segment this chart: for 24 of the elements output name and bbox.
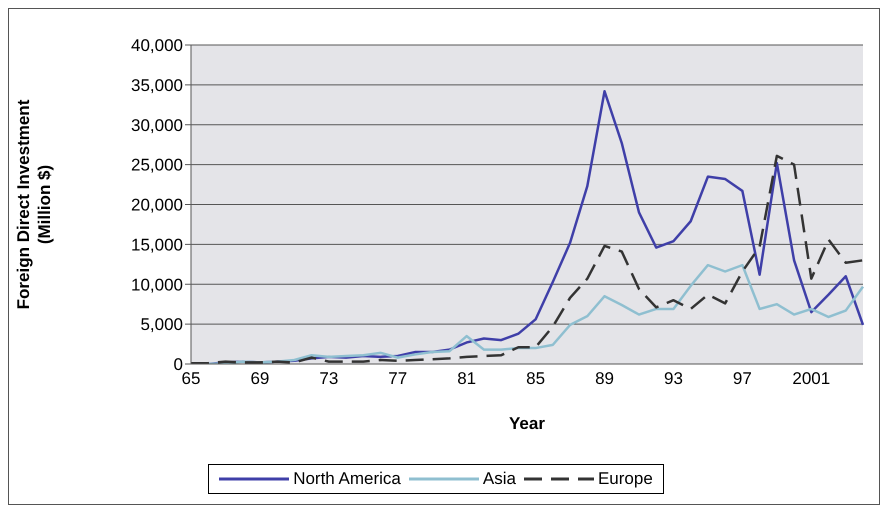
x-tick-label: 2001 <box>792 369 830 388</box>
y-tick-label: 10,000 <box>131 275 183 294</box>
y-tick-label: 20,000 <box>131 196 183 215</box>
x-tick-label: 73 <box>319 369 338 388</box>
x-tick-label: 93 <box>664 369 683 388</box>
x-tick-label: 89 <box>595 369 614 388</box>
x-tick-label: 97 <box>732 369 752 388</box>
y-tick-label: 40,000 <box>131 36 183 56</box>
legend-label: Asia <box>482 469 516 489</box>
y-tick-label: 35,000 <box>131 76 183 95</box>
x-tick-label: 65 <box>182 369 200 388</box>
y-tick-label: 0 <box>174 355 183 374</box>
x-tick-label: 81 <box>457 369 476 388</box>
legend-label: North America <box>293 469 401 489</box>
y-tick-label: 30,000 <box>131 116 183 135</box>
legend-label: Europe <box>598 469 653 489</box>
x-tick-label: 85 <box>526 369 546 388</box>
y-tick-label: 25,000 <box>131 156 183 175</box>
x-tick-label: 77 <box>388 369 408 388</box>
y-axis-title: Foreign Direct Investment (Million $) <box>14 99 54 310</box>
y-tick-label: 15,000 <box>131 235 183 254</box>
y-tick-label: 5,000 <box>140 315 183 334</box>
x-axis-title: Year <box>509 414 546 434</box>
x-tick-label: 69 <box>250 369 270 388</box>
